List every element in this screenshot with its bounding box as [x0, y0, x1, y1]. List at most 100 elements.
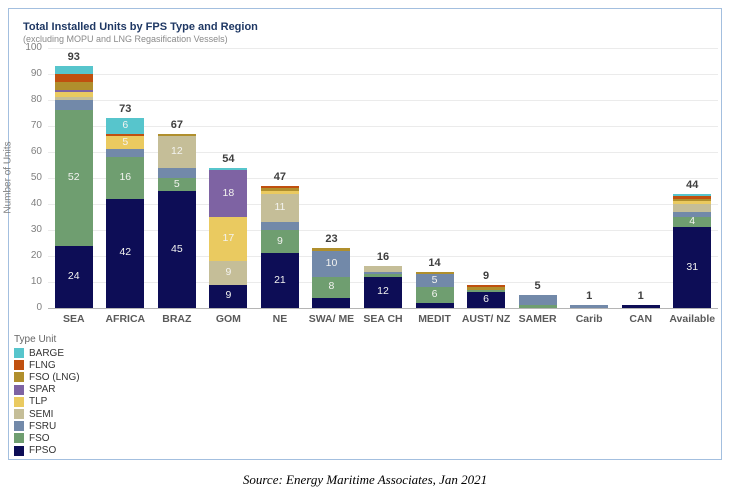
segment-value-label: 12 — [377, 285, 389, 298]
bar-total-label: 73 — [119, 103, 132, 116]
x-axis-label-ne: NE — [272, 313, 288, 325]
segment-value-label: 9 — [277, 234, 283, 247]
segment-value-label: 16 — [119, 170, 132, 183]
bar-segment-fpso — [312, 297, 351, 308]
legend-item-fpso: FPSO — [14, 445, 80, 457]
bar-segment-fso: 8 — [312, 276, 351, 298]
bar-total-label: 44 — [686, 178, 699, 191]
bar-segment-fpso: 24 — [54, 245, 93, 308]
legend-swatch-icon — [14, 384, 24, 395]
bar-segment-fso-lng- — [157, 133, 196, 137]
legend-swatch-icon — [14, 409, 24, 420]
gridline — [48, 100, 718, 101]
segment-value-label: 45 — [171, 242, 183, 255]
legend-item-label: FPSO — [29, 445, 57, 457]
y-axis-tick-label: 70 — [30, 120, 42, 131]
segment-value-label: 42 — [119, 246, 132, 259]
bar-segment-fpso: 21 — [260, 253, 299, 308]
segment-value-label: 6 — [122, 118, 129, 131]
y-axis-tick-label: 80 — [30, 94, 42, 105]
segment-value-label: 12 — [171, 144, 183, 157]
bar-total-label: 9 — [483, 269, 490, 282]
legend-item-fsru: FSRU — [14, 420, 80, 432]
bar-segment-semi: 9 — [209, 261, 248, 285]
bar-segment-fso — [364, 274, 402, 277]
bar-segment-fsru — [157, 167, 196, 178]
segment-value-label: 18 — [222, 186, 235, 199]
x-axis-label-swa-me: SWA/ ME — [308, 313, 355, 325]
y-axis-tick-label: 10 — [30, 276, 42, 287]
bar-segment-spar — [54, 89, 93, 93]
bar-segment-fpso: 9 — [209, 284, 248, 308]
legend-item-label: FLNG — [29, 359, 56, 371]
bar-segment-tlp: 5 — [106, 135, 145, 150]
bar-segment-fpso: 6 — [467, 292, 506, 308]
y-axis-tick-label: 50 — [30, 172, 42, 183]
legend-item-label: FSO — [29, 432, 50, 444]
gridline — [48, 230, 718, 231]
bar-segment-flng — [467, 284, 506, 288]
bar-total-label: 5 — [534, 280, 541, 292]
bar-segment-fso: 52 — [54, 110, 93, 246]
segment-value-label: 5 — [173, 177, 180, 190]
segment-value-label: 8 — [328, 280, 335, 293]
bar-segment-semi: 12 — [157, 136, 196, 168]
bar-segment-flng — [54, 74, 93, 82]
bar-total-label: 23 — [325, 233, 338, 246]
segment-value-label: 4 — [689, 215, 696, 228]
bar-segment-flng — [260, 185, 299, 189]
y-axis-tick-label: 40 — [30, 198, 42, 209]
x-axis-label-medit: MEDIT — [418, 313, 451, 325]
x-axis-label-can: CAN — [629, 313, 653, 325]
x-axis-label-africa: AFRICA — [105, 313, 146, 325]
legend-item-label: FSRU — [29, 420, 57, 432]
gridline — [48, 204, 718, 205]
legend-item-spar: SPAR — [14, 384, 80, 396]
legend-item-label: SEMI — [29, 408, 54, 420]
segment-value-label: 52 — [67, 170, 80, 183]
bar-segment-fsru: 10 — [312, 250, 351, 277]
bar-total-label: 16 — [376, 251, 390, 264]
gridline — [48, 256, 718, 257]
bar-segment-fso-lng- — [312, 248, 351, 251]
bar-segment-fso: 9 — [260, 230, 299, 254]
bar-segment-fsru — [673, 211, 712, 217]
x-axis-label-gom: GOM — [215, 313, 241, 325]
legend-swatch-icon — [14, 372, 24, 383]
bar-total-label: 1 — [637, 290, 644, 303]
legend-item-semi: SEMI — [14, 408, 80, 420]
bar-segment-semi — [673, 204, 712, 212]
x-axis-label-sea: SEA — [62, 313, 85, 325]
bar-segment-tlp — [260, 191, 299, 194]
legend-swatch-icon — [14, 360, 24, 371]
gridline — [48, 152, 718, 153]
y-axis-tick-label: 90 — [30, 68, 42, 79]
legend-swatch-icon — [14, 445, 24, 456]
segment-value-label: 17 — [222, 232, 235, 245]
bar-segment-fso-lng- — [54, 81, 93, 90]
bar-segment-barge — [673, 193, 712, 197]
x-axis-line — [48, 308, 718, 309]
bar-segment-fso: 6 — [415, 287, 454, 303]
source-caption: Source: Energy Maritime Associates, Jan … — [242, 472, 488, 487]
bar-segment-fso: 4 — [673, 215, 712, 228]
segment-value-label: 9 — [225, 289, 232, 302]
bar-segment-barge — [209, 167, 248, 171]
y-axis-tick-label: 20 — [30, 250, 42, 261]
gridline — [48, 126, 718, 127]
segment-value-label: 5 — [122, 135, 129, 148]
bar-segment-fsru — [518, 295, 557, 306]
bar-segment-fso-lng- — [415, 271, 454, 275]
bar-segment-tlp — [673, 201, 712, 204]
bar-segment-fso-lng- — [467, 287, 506, 290]
bar-total-label: 67 — [170, 118, 183, 131]
bar-total-label: 93 — [67, 51, 80, 64]
bar-segment-tlp — [54, 92, 93, 98]
bar-segment-barge: 6 — [106, 118, 145, 134]
chart-title: Total Installed Units by FPS Type and Re… — [23, 21, 258, 33]
segment-value-label: 31 — [686, 260, 699, 273]
bar-segment-tlp: 17 — [209, 217, 248, 262]
legend-item-flng: FLNG — [14, 359, 80, 371]
bar-segment-semi — [54, 97, 93, 100]
